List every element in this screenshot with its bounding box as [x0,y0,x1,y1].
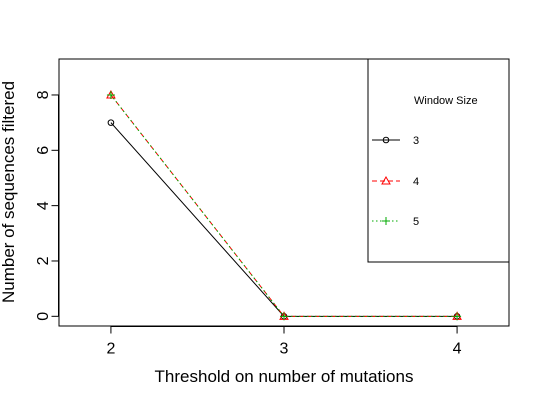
legend-marker [381,175,391,185]
y-tick-label: 2 [35,256,52,265]
legend: Window Size 3 4 5 [367,58,510,263]
x-axis-label: Threshold on number of mutations [155,367,414,386]
data-point [107,119,115,126]
legend-item-5: 5 [372,216,419,228]
x-axis: 2 3 4 [106,326,462,358]
data-point [106,90,115,99]
legend-label: 4 [413,176,419,188]
x-tick-label: 4 [453,341,462,358]
series-5 [106,90,462,321]
y-tick-label: 0 [35,312,52,321]
x-tick-label: 2 [106,341,115,358]
y-tick-label: 8 [35,90,52,99]
y-tick-label: 4 [35,201,52,210]
legend-box [367,58,510,263]
legend-marker [382,136,390,144]
series-layer [106,89,462,321]
legend-title: Window Size [414,95,478,107]
legend-label: 5 [413,216,419,228]
data-point [280,312,288,321]
legend-item-4: 4 [372,175,419,188]
y-tick-label: 6 [35,146,52,155]
y-axis-label: Number of sequences filtered [0,81,18,303]
legend-marker [382,217,390,225]
x-tick-label: 3 [280,341,289,358]
legend-items: 3 4 5 [372,135,419,228]
legend-item-3: 3 [372,135,419,147]
data-point [453,312,462,321]
legend-label: 3 [413,135,419,147]
y-axis: 0 2 4 6 8 [35,90,59,321]
